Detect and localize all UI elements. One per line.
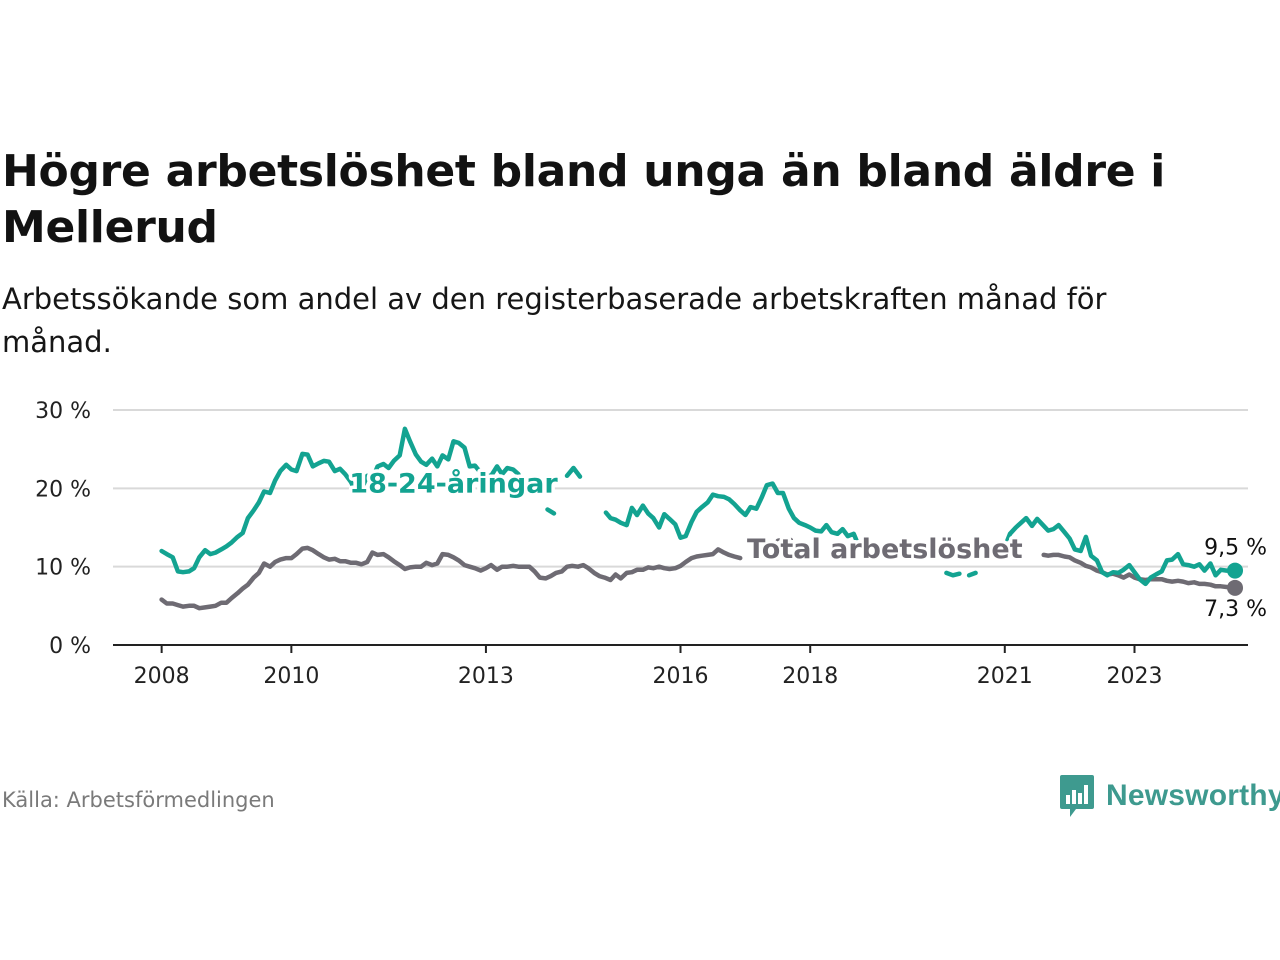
series-line-total: [159, 545, 743, 611]
series-line-young: [603, 481, 862, 549]
end-point-young: [1227, 562, 1244, 579]
x-tick-label: 2021: [977, 664, 1033, 689]
source-note: Källa: Arbetsförmedlingen: [2, 788, 275, 812]
line-chart: 0 % 10 % 20 % 30 % 2008 2010 2013 2016 2018 2021…: [35, 399, 1267, 689]
chart-title: Högre arbetslöshet bland unga än bland ä…: [2, 146, 1166, 253]
newsworthy-logo[interactable]: Newsworthy: [1058, 772, 1280, 820]
series-line-young: [545, 507, 557, 516]
end-point-total: [1227, 579, 1244, 596]
x-tick-label: 2008: [134, 664, 190, 689]
series-line-total: [775, 537, 794, 544]
x-tick-label: 2018: [782, 664, 838, 689]
x-axis: 2008 2010 2013 2016 2018 2021 2023: [113, 644, 1248, 689]
end-label-young: 9,5 %: [1204, 536, 1267, 561]
x-tick-label: 2016: [653, 664, 709, 689]
y-tick-label: 20 %: [35, 477, 91, 502]
chart-subtitle: Arbetssökande som andel av den registerb…: [2, 282, 1107, 359]
x-tick-label: 2010: [263, 664, 319, 689]
gridlines: [113, 409, 1248, 568]
series-line-young: [159, 426, 489, 575]
x-tick-label: 2013: [458, 664, 514, 689]
series-line-young: [966, 570, 978, 578]
y-tick-label: 0 %: [49, 634, 91, 659]
series-lines: [159, 426, 1244, 611]
y-axis: 0 % 10 % 20 % 30 %: [35, 399, 91, 659]
series-line-young: [483, 464, 521, 479]
series-line-young: [1002, 515, 1238, 587]
series-label-total: Total arbetslöshet: [747, 534, 1023, 565]
y-tick-label: 10 %: [35, 556, 91, 581]
series-line-young: [944, 570, 962, 578]
x-tick-label: 2023: [1107, 664, 1163, 689]
y-tick-label: 30 %: [35, 399, 91, 424]
series-line-young: [564, 465, 583, 479]
newsworthy-logo-icon: [1060, 775, 1094, 817]
brand-name: Newsworthy: [1106, 779, 1280, 812]
series-label-halo: Total arbetslöshet: [747, 534, 1023, 565]
series-label-young: 18-24-åringar: [349, 467, 558, 499]
end-label-total: 7,3 %: [1204, 597, 1267, 622]
series-label-halo: 18-24-åringar: [349, 467, 558, 499]
